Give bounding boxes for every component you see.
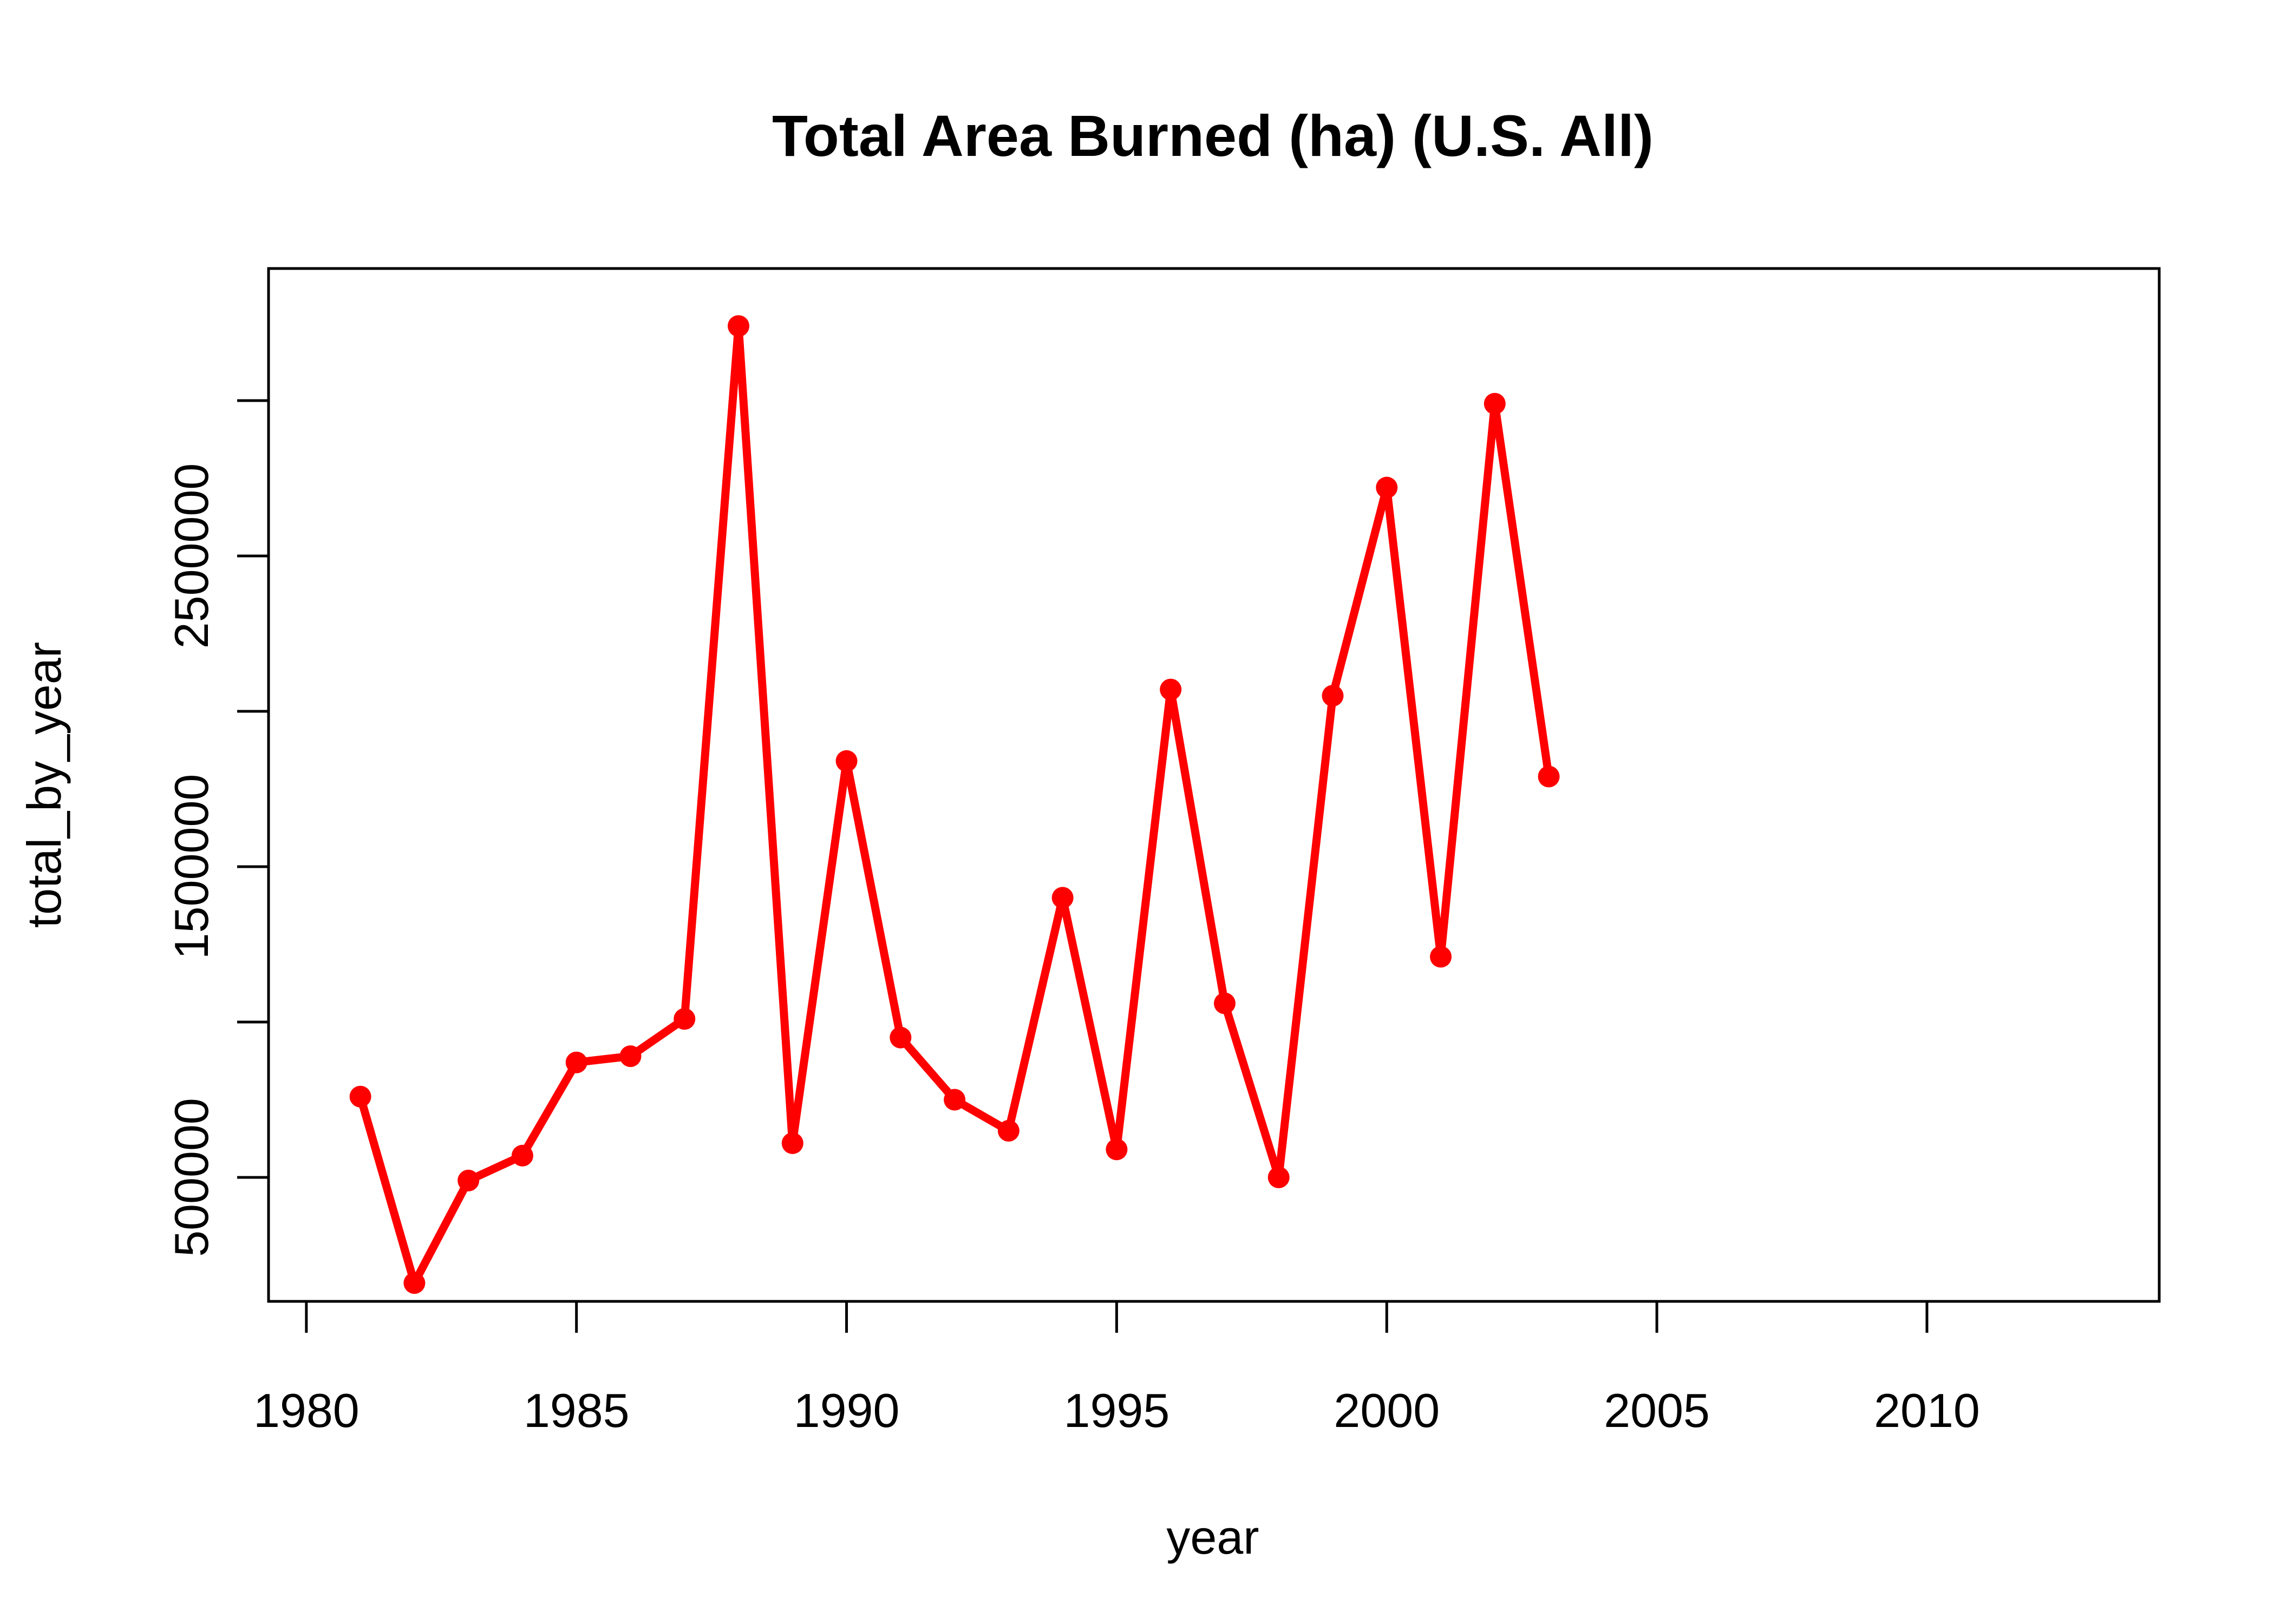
y-axis: 500000 1500000 2500000 xyxy=(165,399,270,1257)
data-point xyxy=(1051,887,1074,909)
data-point xyxy=(458,1169,480,1191)
data-point xyxy=(728,315,750,337)
data-point xyxy=(1376,476,1398,499)
plot-frame xyxy=(267,267,2161,1303)
data-point xyxy=(944,1089,966,1111)
x-tick-label: 1990 xyxy=(794,1384,900,1437)
data-point xyxy=(1430,946,1452,968)
x-tick-label: 1995 xyxy=(1064,1384,1170,1437)
data-point xyxy=(1322,685,1344,707)
data-point xyxy=(1160,678,1182,700)
y-tick-label: 1500000 xyxy=(165,774,218,960)
data-point xyxy=(1484,392,1506,415)
y-tick-label: 500000 xyxy=(165,1098,218,1257)
data-point xyxy=(619,1045,642,1068)
data-point xyxy=(1213,992,1236,1014)
y-tick-label: 2500000 xyxy=(165,463,218,649)
x-tick-label: 1985 xyxy=(524,1384,630,1437)
x-tick-label: 2010 xyxy=(1874,1384,1980,1437)
data-point xyxy=(890,1026,912,1049)
data-point xyxy=(349,1085,371,1108)
x-tick-label: 1980 xyxy=(253,1384,360,1437)
data-point xyxy=(511,1144,533,1167)
data-point xyxy=(565,1051,587,1073)
data-point xyxy=(1538,765,1560,788)
series-line xyxy=(356,322,1553,1287)
data-point xyxy=(1106,1138,1128,1161)
x-tick-label: 2005 xyxy=(1604,1384,1710,1437)
chart-title: Total Area Burned (ha) (U.S. All) xyxy=(772,103,1654,168)
x-tick-label: 2000 xyxy=(1334,1384,1440,1437)
data-point xyxy=(997,1119,1020,1142)
data-point xyxy=(781,1132,803,1154)
x-axis-title: year xyxy=(1166,1510,1259,1564)
data-point xyxy=(403,1272,426,1294)
data-point xyxy=(1267,1166,1290,1188)
series-layer xyxy=(349,315,1560,1294)
x-axis: 1980 1985 1990 1995 2000 2005 2010 xyxy=(253,1300,1980,1437)
data-point xyxy=(674,1008,696,1030)
y-axis-title: total_by_year xyxy=(17,642,71,928)
data-point xyxy=(835,750,858,772)
